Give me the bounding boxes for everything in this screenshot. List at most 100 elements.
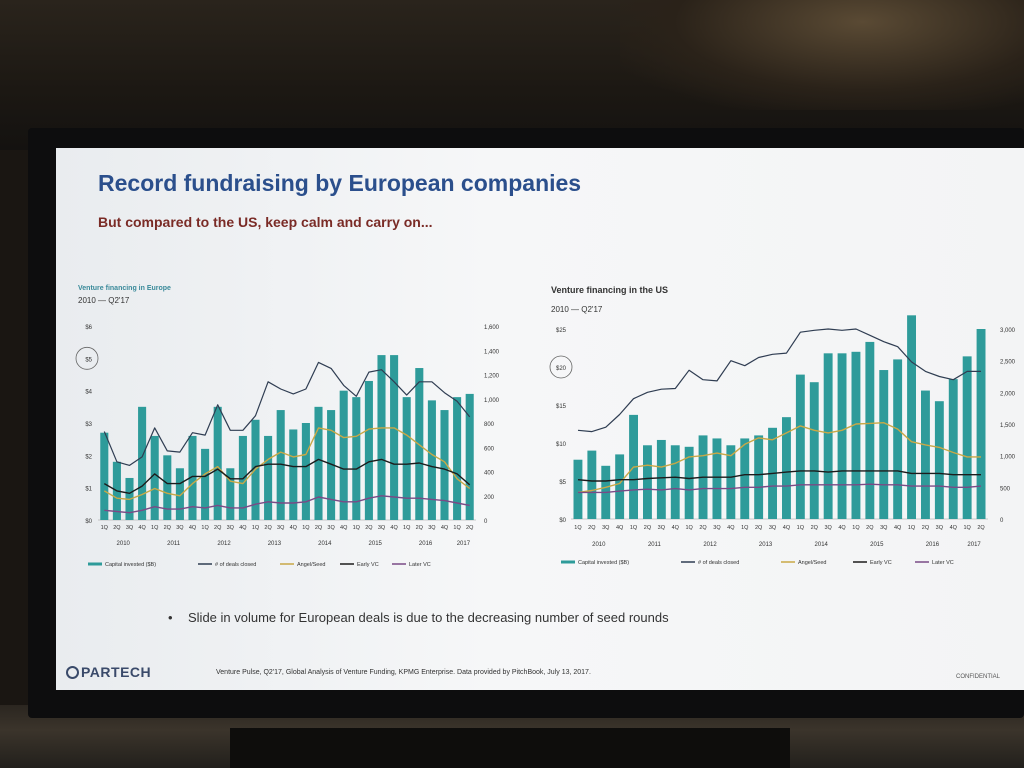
europe-category-label: 2Q — [264, 525, 272, 531]
us-year-label: 2013 — [759, 542, 773, 548]
europe-legend-label: Early VC — [357, 562, 379, 568]
confidential-label: CONFIDENTIAL — [956, 674, 1001, 680]
logo-mark-icon — [66, 666, 79, 679]
us-year-label: 2017 — [967, 542, 981, 548]
us-category-label: 1Q — [908, 525, 916, 531]
europe-category-label: 4Q — [138, 525, 146, 531]
europe-category-label: 4Q — [290, 525, 298, 531]
us-year-label: 2012 — [703, 542, 717, 548]
us-left-tick: $15 — [556, 404, 567, 410]
europe-legend-label: Angel/Seed — [297, 562, 325, 568]
us-legend-label: Early VC — [870, 560, 892, 566]
bullet-point: Slide in volume for European deals is du… — [188, 610, 669, 625]
us-bar — [670, 445, 680, 519]
europe-bar — [175, 468, 184, 520]
europe-bar — [301, 423, 310, 520]
us-bar — [795, 374, 805, 519]
europe-left-tick: $2 — [85, 454, 92, 460]
europe-left-tick: $6 — [85, 325, 92, 331]
us-line-early-vc — [577, 470, 981, 482]
slide: Record fundraising by European companies… — [56, 148, 1024, 690]
us-bar — [893, 359, 903, 519]
slide-subtitle: But compared to the US, keep calm and ca… — [98, 214, 433, 230]
us-category-label: 4Q — [894, 525, 902, 531]
us-bar — [573, 459, 583, 519]
us-right-tick: 0 — [1000, 518, 1004, 524]
room-light — [620, 0, 1024, 110]
us-line-angel-seed — [577, 422, 981, 494]
europe-category-label: 1Q — [252, 525, 260, 531]
europe-year-label: 2016 — [419, 541, 433, 547]
us-category-label: 2Q — [811, 525, 819, 531]
europe-right-tick: 1,000 — [484, 398, 500, 404]
us-bar — [837, 353, 847, 519]
europe-bar — [163, 455, 172, 520]
europe-category-label: 1Q — [403, 525, 411, 531]
europe-category-label: 1Q — [101, 525, 109, 531]
europe-category-label: 3Q — [327, 525, 335, 531]
us-right-tick: 2,000 — [1000, 391, 1016, 397]
us-bar — [587, 450, 597, 519]
us-category-label: 2Q — [588, 525, 596, 531]
us-category-label: 4Q — [950, 525, 958, 531]
europe-bar — [427, 400, 436, 520]
europe-category-label: 3Q — [176, 525, 184, 531]
europe-bar — [314, 406, 323, 520]
us-category-label: 2Q — [644, 525, 652, 531]
europe-bar — [264, 435, 273, 520]
europe-year-label: 2010 — [117, 541, 131, 547]
europe-bar — [100, 432, 109, 520]
europe-bar — [402, 397, 411, 520]
us-year-label: 2016 — [926, 542, 940, 548]
europe-category-label: 1Q — [453, 525, 461, 531]
us-left-tick: $20 — [556, 366, 567, 372]
europe-right-tick: 600 — [484, 446, 495, 452]
europe-category-label: 2Q — [365, 525, 373, 531]
source-note: Venture Pulse, Q2'17, Global Analysis of… — [216, 669, 591, 676]
europe-highlight-circle — [75, 346, 99, 370]
europe-category-label: 2Q — [466, 525, 474, 531]
us-category-label: 3Q — [824, 525, 832, 531]
europe-left-tick: $4 — [85, 390, 92, 396]
us-right-tick: 2,500 — [1000, 360, 1016, 366]
europe-bar — [289, 429, 298, 520]
europe-category-label: 2Q — [315, 525, 323, 531]
us-left-tick: $5 — [559, 480, 566, 486]
europe-bar — [226, 468, 235, 520]
us-left-tick: $25 — [556, 328, 567, 334]
us-bar — [615, 454, 625, 519]
us-category-label: 3Q — [658, 525, 666, 531]
europe-chart-subtitle: 2010 — Q2'17 — [78, 296, 130, 305]
europe-line-of-deals-closed — [103, 361, 471, 466]
us-right-tick: 1,000 — [1000, 455, 1016, 461]
us-bar — [851, 351, 861, 519]
us-category-label: 4Q — [616, 525, 624, 531]
us-legend-label: # of deals closed — [698, 560, 739, 566]
europe-bar — [390, 355, 399, 520]
us-bar — [865, 341, 875, 519]
europe-category-label: 4Q — [189, 525, 197, 531]
us-category-label: 2Q — [977, 525, 985, 531]
europe-bar — [188, 435, 197, 520]
us-category-label: 1Q — [630, 525, 638, 531]
europe-left-tick: $0 — [85, 519, 92, 525]
europe-bar — [364, 380, 373, 520]
europe-right-tick: 1,200 — [484, 374, 500, 380]
us-chart-title: Venture financing in the US — [551, 285, 668, 295]
us-year-label: 2015 — [870, 542, 884, 548]
europe-line-early-vc — [103, 458, 471, 494]
us-category-label: 2Q — [755, 525, 763, 531]
us-bar — [879, 370, 889, 519]
europe-bar — [276, 410, 285, 520]
europe-right-tick: 400 — [484, 471, 495, 477]
europe-year-label: 2012 — [217, 541, 231, 547]
us-right-tick: 500 — [1000, 486, 1011, 492]
us-left-tick: $10 — [556, 442, 567, 448]
slide-title: Record fundraising by European companies — [98, 170, 582, 196]
europe-bar — [150, 435, 159, 520]
europe-category-label: 3Q — [227, 525, 235, 531]
europe-bar — [339, 390, 348, 520]
europe-right-tick: 200 — [484, 495, 495, 501]
europe-year-label: 2015 — [369, 541, 383, 547]
europe-category-label: 2Q — [214, 525, 222, 531]
